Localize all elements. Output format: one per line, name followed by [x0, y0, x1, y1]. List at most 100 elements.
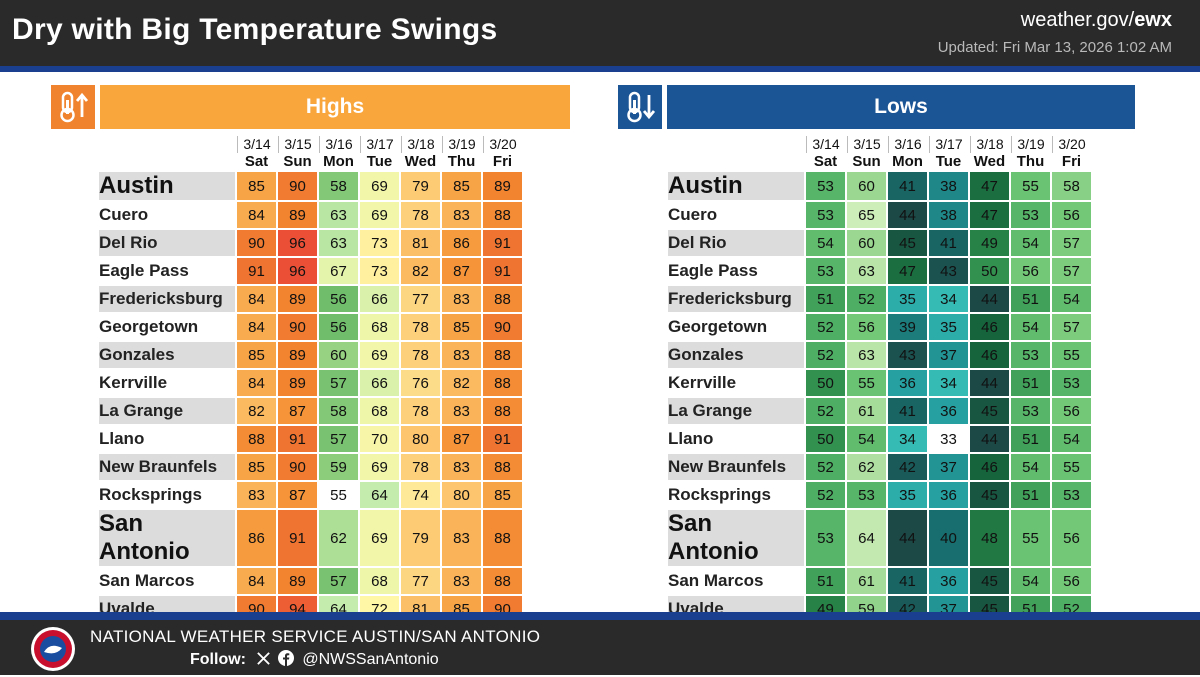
temp-cell: 54: [1011, 230, 1050, 256]
temp-cell: 44: [888, 510, 927, 566]
city-name: Fredericksburg: [668, 286, 804, 312]
temp-cell: 89: [278, 286, 317, 312]
day-date: 3/17: [929, 136, 968, 153]
temp-cell: 78: [401, 398, 440, 424]
temp-cell: 63: [319, 202, 358, 228]
header-spacer: [668, 136, 804, 170]
temp-cell: 84: [237, 568, 276, 594]
temp-cell: 85: [442, 314, 481, 340]
city-name: Rocksprings: [668, 482, 804, 508]
city-name: Austin: [99, 172, 235, 200]
day-date: 3/16: [319, 136, 358, 153]
day-name: Sat: [244, 153, 269, 170]
day-name: Fri: [1061, 153, 1082, 170]
city-name: New Braunfels: [668, 454, 804, 480]
table-row: San Marcos 84 89 57 68 77 83 88: [99, 568, 522, 594]
header-spacer: [99, 136, 235, 170]
temp-cell: 86: [442, 230, 481, 256]
table-row: Kerrville 84 89 57 66 76 82 88: [99, 370, 522, 396]
temp-cell: 55: [1052, 342, 1091, 368]
temp-cell: 69: [360, 202, 399, 228]
temp-cell: 34: [888, 426, 927, 452]
thermometer-down-icon: [618, 85, 662, 129]
temp-cell: 74: [401, 482, 440, 508]
temp-cell: 52: [806, 314, 845, 340]
temp-cell: 73: [360, 258, 399, 284]
temp-cell: 43: [888, 342, 927, 368]
table-row: Eagle Pass 91 96 67 73 82 87 91: [99, 258, 522, 284]
temp-cell: 84: [237, 286, 276, 312]
day-header: 3/18 Wed: [401, 136, 440, 170]
temp-cell: 61: [847, 398, 886, 424]
website-link[interactable]: weather.gov/ewx: [1021, 9, 1172, 32]
temp-cell: 89: [278, 202, 317, 228]
temp-cell: 53: [847, 482, 886, 508]
header-divider: [0, 66, 1200, 72]
temp-cell: 53: [806, 172, 845, 200]
day-name: Mon: [323, 153, 354, 170]
temp-cell: 85: [237, 454, 276, 480]
highs-table: 3/14 Sat 3/15 Sun 3/16 Mon 3/17 Tue 3/18 Wed 3/19 T…: [97, 134, 524, 624]
day-date: 3/19: [1011, 136, 1050, 153]
temp-cell: 63: [847, 258, 886, 284]
footer-bar: NATIONAL WEATHER SERVICE AUSTIN/SAN ANTO…: [0, 620, 1200, 675]
city-name: Austin: [668, 172, 804, 200]
temp-cell: 68: [360, 314, 399, 340]
temp-cell: 69: [360, 342, 399, 368]
temp-cell: 88: [483, 398, 522, 424]
day-date: 3/20: [1052, 136, 1091, 153]
day-name: Sun: [283, 153, 312, 170]
header-bar: Dry with Big Temperature Swings weather.…: [0, 0, 1200, 66]
social-handle[interactable]: @NWSSanAntonio: [302, 651, 439, 668]
day-name: Wed: [973, 153, 1006, 170]
temp-cell: 58: [319, 398, 358, 424]
day-date: 3/14: [806, 136, 845, 153]
facebook-icon[interactable]: [277, 650, 294, 671]
day-header: 3/14 Sat: [237, 136, 276, 170]
day-date: 3/18: [401, 136, 440, 153]
temp-cell: 84: [237, 202, 276, 228]
temp-cell: 53: [1052, 370, 1091, 396]
city-name: Llano: [99, 426, 235, 452]
temp-cell: 57: [1052, 314, 1091, 340]
x-icon[interactable]: [256, 651, 271, 671]
day-date: 3/15: [278, 136, 317, 153]
temp-cell: 61: [847, 568, 886, 594]
temp-cell: 57: [319, 426, 358, 452]
temp-cell: 55: [1011, 510, 1050, 566]
temp-cell: 46: [970, 342, 1009, 368]
temp-cell: 35: [888, 482, 927, 508]
temp-cell: 76: [401, 370, 440, 396]
temp-cell: 52: [806, 398, 845, 424]
temp-cell: 78: [401, 202, 440, 228]
table-row: Cuero 84 89 63 69 78 83 88: [99, 202, 522, 228]
temp-cell: 87: [278, 482, 317, 508]
day-name: Thu: [1016, 153, 1045, 170]
temp-cell: 44: [970, 286, 1009, 312]
temp-cell: 36: [888, 370, 927, 396]
temp-cell: 51: [806, 286, 845, 312]
day-header: 3/18 Wed: [970, 136, 1009, 170]
table-row: Eagle Pass 53 63 47 43 50 56 57: [668, 258, 1091, 284]
temp-cell: 54: [1011, 454, 1050, 480]
temp-cell: 85: [237, 342, 276, 368]
temp-cell: 40: [929, 510, 968, 566]
temp-cell: 60: [847, 172, 886, 200]
temp-cell: 59: [319, 454, 358, 480]
city-name: Llano: [668, 426, 804, 452]
temp-cell: 56: [1052, 568, 1091, 594]
temp-cell: 50: [806, 370, 845, 396]
temp-cell: 51: [1011, 286, 1050, 312]
temp-cell: 56: [319, 286, 358, 312]
temp-cell: 64: [360, 482, 399, 508]
temp-cell: 60: [847, 230, 886, 256]
table-row: Del Rio 90 96 63 73 81 86 91: [99, 230, 522, 256]
table-row: San Marcos 51 61 41 36 45 54 56: [668, 568, 1091, 594]
day-date: 3/19: [442, 136, 481, 153]
temp-cell: 54: [847, 426, 886, 452]
lows-title: Lows: [667, 85, 1135, 129]
temp-cell: 68: [360, 398, 399, 424]
table-row: Del Rio 54 60 45 41 49 54 57: [668, 230, 1091, 256]
temp-cell: 46: [970, 454, 1009, 480]
day-header: 3/16 Mon: [319, 136, 358, 170]
